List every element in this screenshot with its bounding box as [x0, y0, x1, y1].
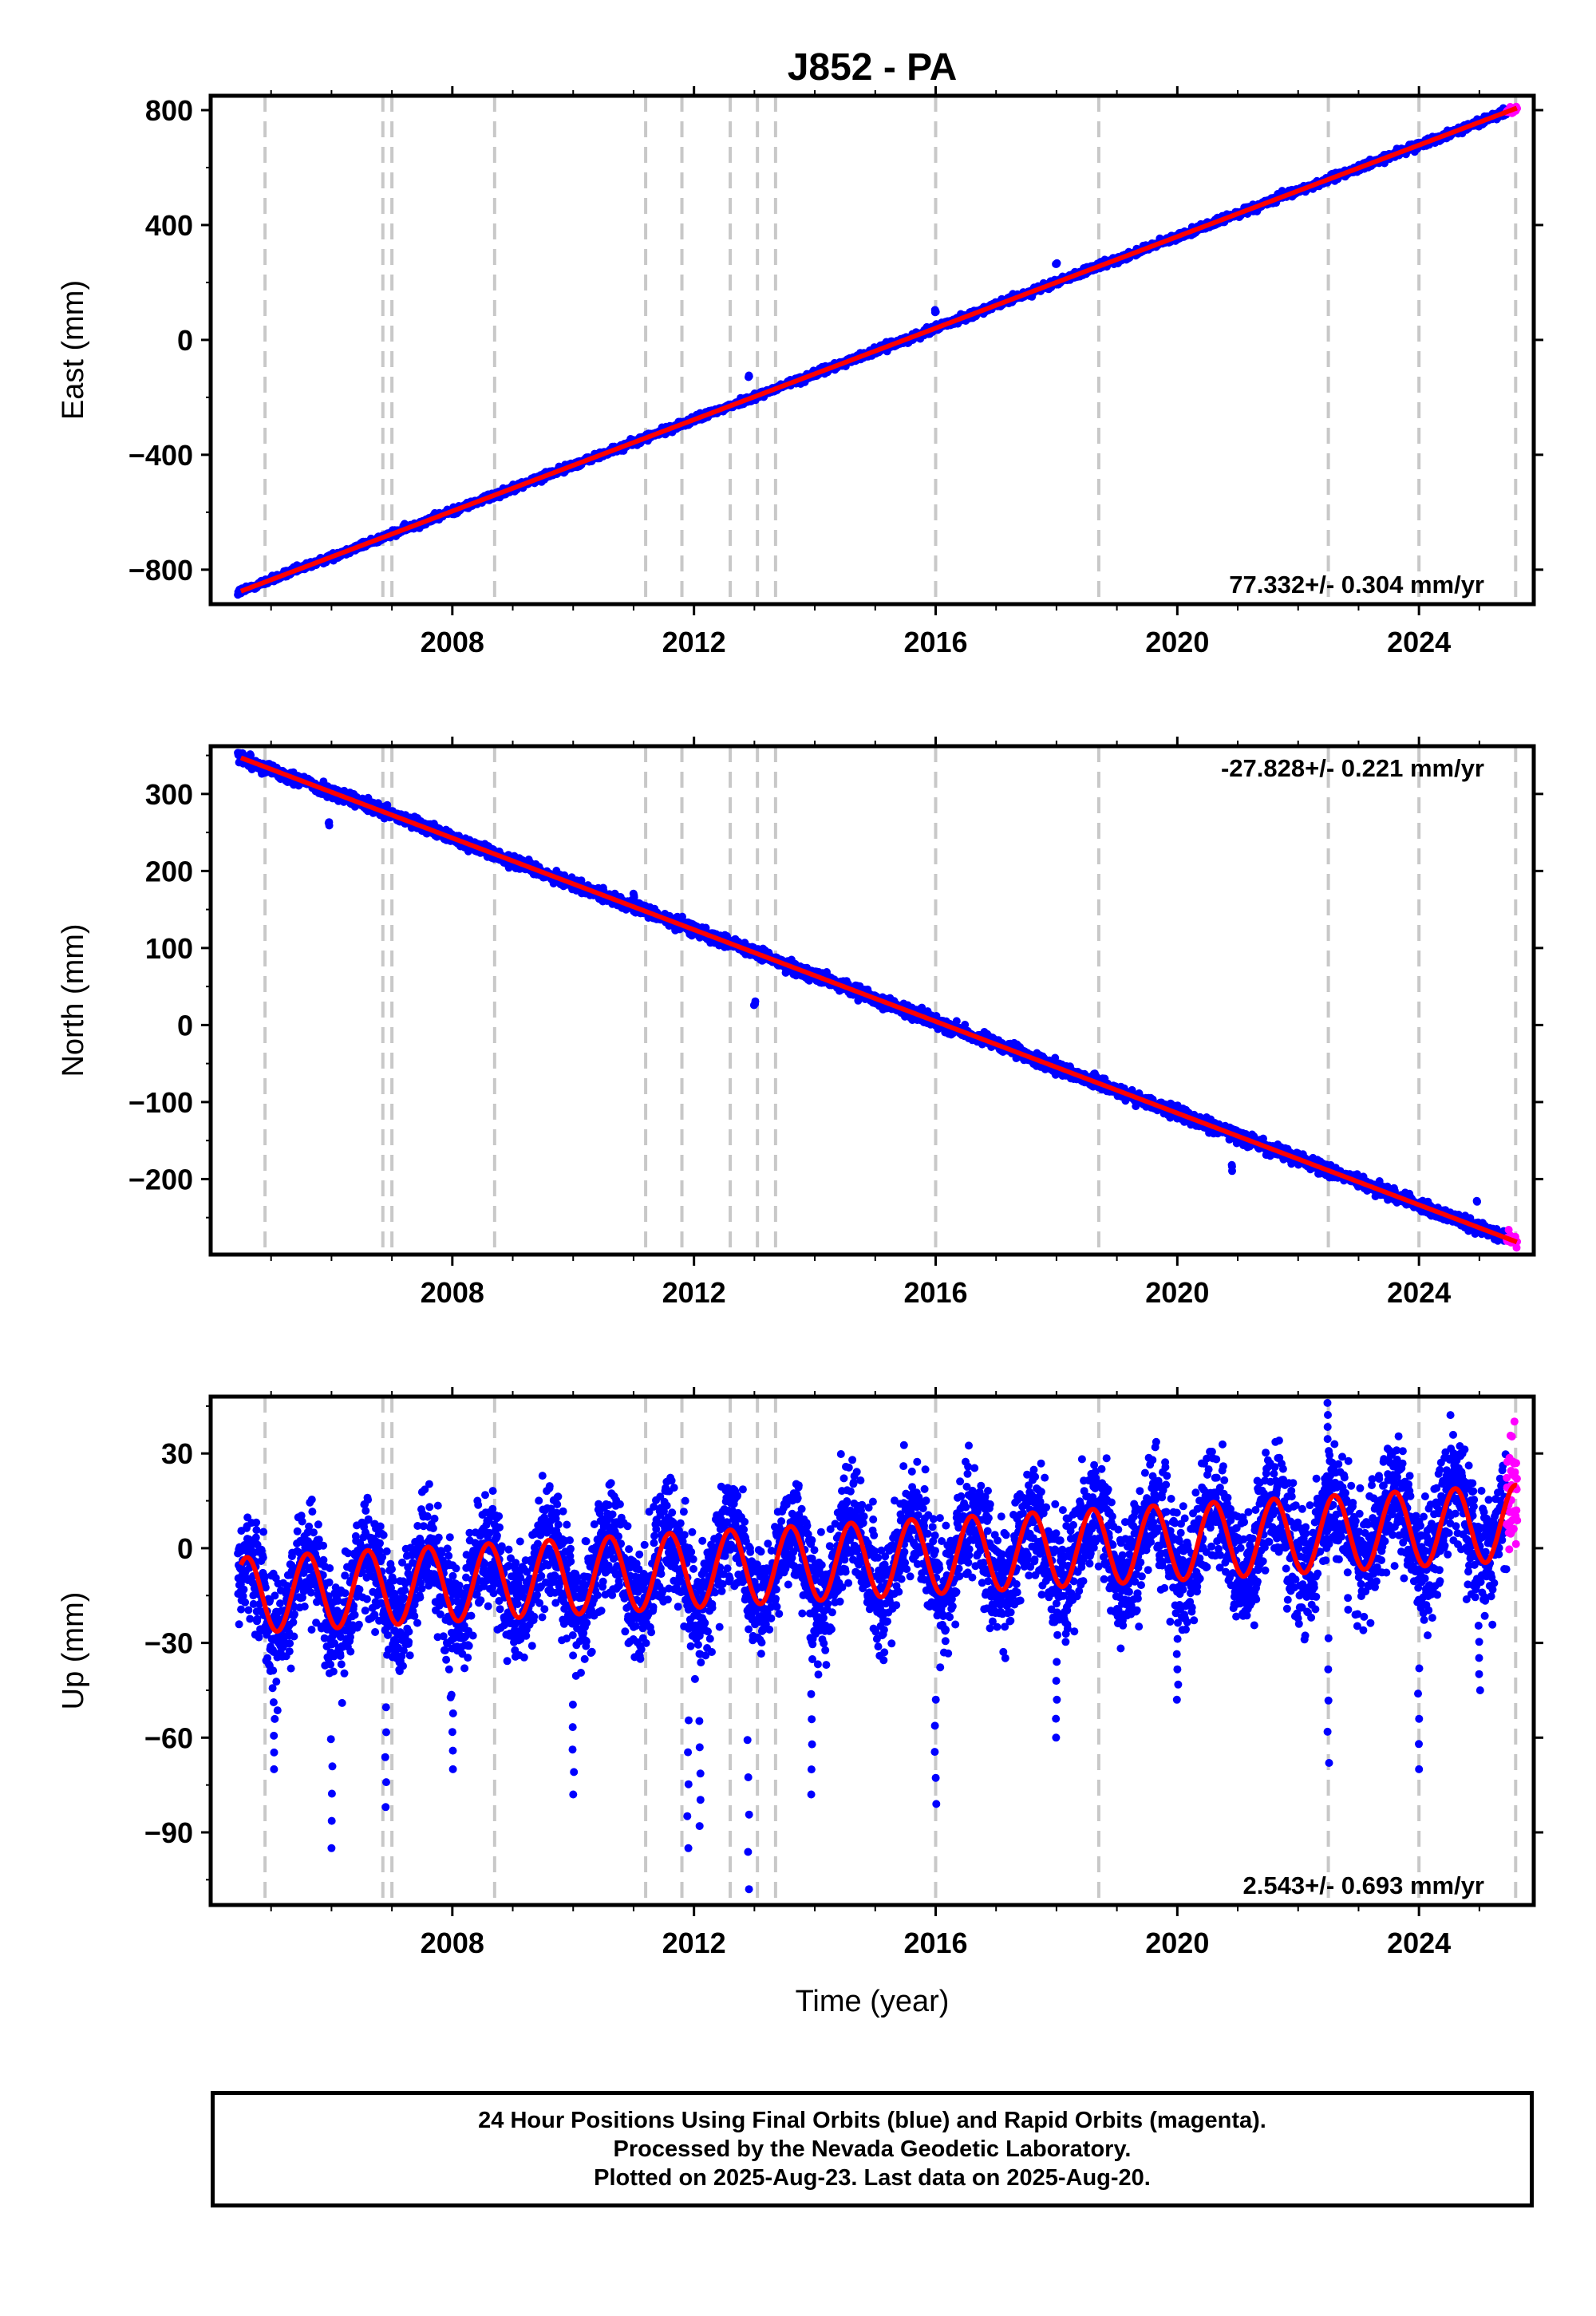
y-tick-label: −400 [128, 439, 193, 472]
rate-label: 77.332+/- 0.304 mm/yr [1229, 571, 1484, 599]
outlier-point [1052, 259, 1061, 268]
plot-frame [208, 93, 1536, 607]
model-line [239, 105, 1518, 594]
y-tick-label: 0 [177, 324, 193, 357]
y-axis-label: East (mm) [57, 280, 90, 420]
east-panel: −800 −400 0 400 800 2008 2012 2016 2020 2024 East … [57, 86, 1543, 658]
data-point [383, 800, 392, 809]
y-tick-label: 400 [145, 209, 193, 242]
outlier-point [745, 372, 753, 381]
x-tick-label: 2012 [662, 626, 726, 658]
y-tick-label: 800 [145, 94, 193, 127]
x-tick-label: 2020 [1145, 626, 1209, 658]
figure-title: J852 - PA [788, 46, 958, 89]
outlier-point [930, 306, 939, 314]
y-tick-label: −800 [128, 554, 193, 587]
x-tick-label: 2016 [903, 626, 967, 658]
x-tick-label: 2008 [421, 626, 484, 658]
x-tick-label: 2024 [1387, 626, 1451, 658]
